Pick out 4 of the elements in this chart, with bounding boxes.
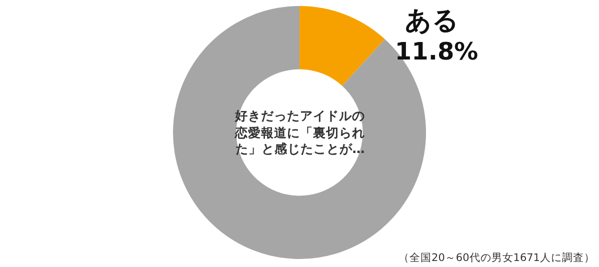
text: （全国20～60代の男女1671人に調査） — [398, 251, 595, 265]
data-label: 11.8% — [394, 37, 478, 66]
slice-label: ある — [404, 6, 459, 36]
text: 好きだったアイドルの恋愛報道に「裏切られた」と感じたことが… — [234, 106, 366, 158]
